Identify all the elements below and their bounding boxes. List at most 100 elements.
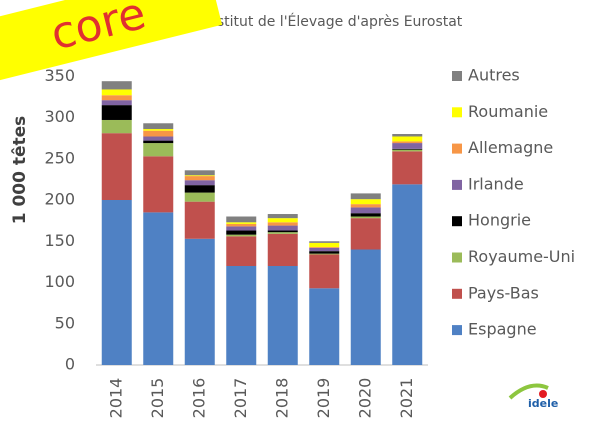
x-tick-label: 2014	[106, 378, 125, 419]
bar-segment	[267, 266, 298, 365]
logo-text: idele	[528, 397, 558, 410]
legend-swatch	[452, 216, 462, 227]
bar-segment	[226, 236, 257, 266]
x-tick-label: 2019	[314, 378, 333, 419]
bar-segment	[392, 143, 423, 149]
bar-segment	[350, 213, 381, 217]
legend-label: Irlande	[468, 174, 524, 193]
legend-swatch	[452, 143, 462, 154]
y-tick-label: 300	[44, 107, 75, 126]
legend-label: Roumanie	[468, 102, 548, 121]
banner-bg	[0, 0, 223, 83]
x-tick-label: 2016	[189, 378, 208, 419]
y-tick-label: 250	[44, 148, 75, 167]
bar-segment	[267, 218, 298, 223]
bar-segment	[267, 222, 298, 226]
bar-segment	[350, 204, 381, 208]
bar-segment	[350, 193, 381, 200]
bar-segment	[143, 140, 174, 144]
bar-segment	[350, 216, 381, 219]
bar-segment	[309, 247, 340, 252]
bar-segment	[184, 180, 215, 186]
bar-segment	[226, 222, 257, 224]
bar-segment	[143, 123, 174, 130]
bar-segment	[267, 232, 298, 234]
x-tick-label: 2021	[397, 378, 416, 419]
legend-label: Allemagne	[468, 138, 553, 157]
bar-segment	[267, 230, 298, 233]
bar-segment	[184, 238, 215, 365]
bar-segment	[309, 247, 340, 248]
bar-segment	[392, 151, 423, 185]
bar-segment	[267, 225, 298, 231]
legend-label: Espagne	[468, 320, 537, 339]
subtitle: nstitut de l'Élevage d'après Eurostat	[208, 13, 463, 30]
legend-label: Pays-Bas	[468, 283, 539, 302]
bar-segment	[143, 212, 174, 365]
bar-segment	[101, 81, 132, 90]
bar-segment	[101, 89, 132, 96]
banner: core	[0, 0, 223, 83]
bar-segment	[392, 134, 423, 137]
legend-swatch	[452, 288, 462, 299]
bar-segment	[350, 199, 381, 205]
bar-segment	[101, 133, 132, 200]
legend-swatch	[452, 179, 462, 190]
y-tick-label: 150	[44, 231, 75, 250]
bar-segment	[101, 95, 132, 101]
bar-segment	[184, 185, 215, 193]
x-tick-label: 2017	[231, 378, 250, 419]
bar-segment	[309, 288, 340, 365]
x-tick-label: 2020	[355, 378, 374, 419]
legend-label: Hongrie	[468, 211, 531, 230]
bar-segment	[143, 130, 174, 137]
bar-segment	[267, 233, 298, 266]
bar-segment	[226, 234, 257, 237]
legend-swatch	[452, 71, 462, 81]
bar-segment	[350, 218, 381, 250]
bar-segment	[309, 254, 340, 289]
legend-label: Royaume-Uni	[468, 247, 575, 266]
bar-segment	[226, 266, 257, 365]
logo: idele	[508, 383, 558, 410]
bar-segment	[392, 149, 423, 152]
bar-segment	[226, 226, 257, 231]
bar-segment	[226, 223, 257, 227]
legend-label: Autres	[468, 66, 520, 85]
bar-segment	[143, 136, 174, 141]
bar-segment	[267, 214, 298, 219]
bar-segment	[309, 241, 340, 243]
y-axis-label: 1 000 têtes	[10, 116, 30, 225]
y-tick-label: 100	[44, 272, 75, 291]
bar-segment	[184, 176, 215, 181]
bar-segment	[309, 253, 340, 255]
x-tick-label: 2018	[272, 378, 291, 419]
bar-segment	[143, 156, 174, 213]
bar-segment	[184, 170, 215, 176]
bar-segment	[143, 143, 174, 157]
bar-segment	[101, 105, 132, 120]
bar-segment	[309, 251, 340, 254]
legend-swatch	[452, 252, 462, 263]
bar-segment	[226, 216, 257, 223]
y-tick-label: 350	[44, 66, 75, 85]
bar-segment	[350, 207, 381, 214]
bar-segment	[184, 192, 215, 202]
bar-segment	[350, 249, 381, 365]
bar-segment	[184, 175, 215, 177]
y-tick-label: 50	[55, 313, 75, 332]
bar-segment	[392, 136, 423, 142]
bar-segment	[101, 100, 132, 106]
x-tick-label: 2015	[148, 378, 167, 419]
bar-segment	[309, 242, 340, 248]
y-tick-label: 0	[65, 355, 75, 374]
bar-segment	[392, 148, 423, 150]
bar-segment	[101, 200, 132, 365]
bar-segment	[392, 184, 423, 365]
bar-segment	[392, 141, 423, 144]
bar-segment	[101, 119, 132, 134]
bar-segment	[143, 129, 174, 131]
y-tick-label: 200	[44, 190, 75, 209]
bar-segment	[226, 230, 257, 235]
legend-swatch	[452, 325, 462, 336]
